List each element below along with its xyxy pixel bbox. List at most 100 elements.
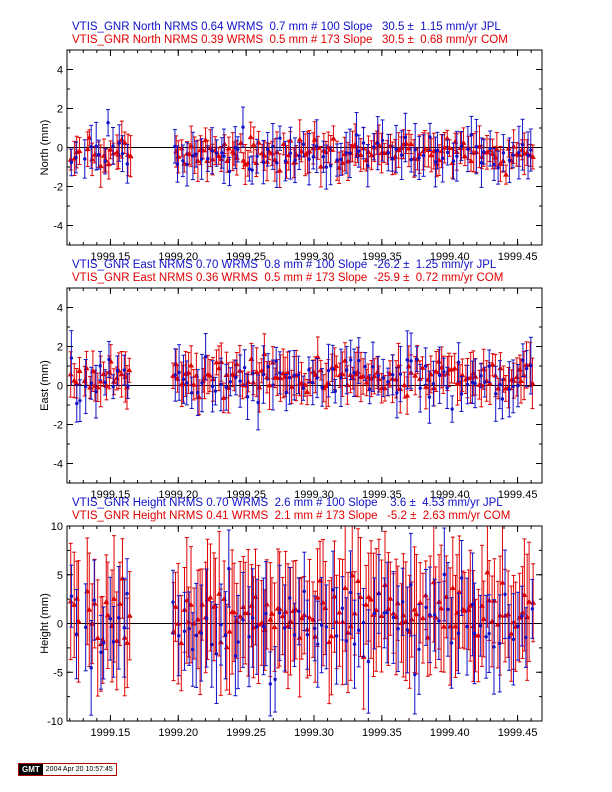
data-point-com xyxy=(221,134,228,155)
data-point-jpl xyxy=(120,135,125,173)
marker-circle xyxy=(435,148,440,153)
marker-circle xyxy=(255,625,259,629)
chart-panel: VTIS_GNR North NRMS 0.64 WRMS 0.7 mm # 1… xyxy=(39,21,543,263)
data-point-jpl xyxy=(516,125,521,180)
data-point-com xyxy=(225,136,232,161)
data-point-jpl xyxy=(365,144,370,188)
data-point-jpl xyxy=(277,125,282,151)
marker-triangle xyxy=(76,368,83,374)
y-tick-label: -4 xyxy=(53,221,63,233)
marker-circle xyxy=(386,380,390,384)
marker-circle xyxy=(103,159,107,163)
marker-triangle xyxy=(354,369,361,375)
marker-circle xyxy=(450,407,454,411)
marker-triangle xyxy=(75,618,82,624)
marker-circle xyxy=(396,627,400,631)
marker-circle xyxy=(334,634,339,638)
marker-triangle xyxy=(233,617,240,623)
marker-circle xyxy=(331,367,335,371)
marker-triangle xyxy=(245,609,252,615)
marker-circle xyxy=(177,370,181,375)
data-point-jpl xyxy=(265,131,270,167)
data-point-jpl xyxy=(125,558,130,629)
marker-circle xyxy=(75,401,79,406)
data-point-com xyxy=(233,582,240,659)
data-point-jpl xyxy=(310,360,315,406)
data-point-com xyxy=(103,554,110,650)
marker-circle xyxy=(284,390,288,395)
marker-triangle xyxy=(513,373,520,379)
data-point-jpl xyxy=(277,564,282,661)
marker-circle xyxy=(94,144,98,148)
marker-circle xyxy=(282,626,287,630)
marker-circle xyxy=(261,624,266,629)
marker-triangle xyxy=(250,624,257,630)
data-point-com xyxy=(355,528,362,634)
data-point-jpl xyxy=(324,144,329,190)
marker-triangle xyxy=(355,578,362,584)
marker-triangle xyxy=(444,135,451,141)
data-point-jpl xyxy=(96,139,101,170)
data-point-com xyxy=(461,146,468,167)
data-point-jpl xyxy=(98,614,103,690)
marker-circle xyxy=(431,381,436,386)
y-tick-label: -2 xyxy=(53,182,63,194)
marker-circle xyxy=(356,628,361,632)
marker-circle xyxy=(377,592,381,596)
data-point-jpl xyxy=(520,585,525,647)
data-point-jpl xyxy=(226,529,231,608)
marker-circle xyxy=(210,148,214,153)
marker-triangle xyxy=(524,149,531,155)
data-point-com xyxy=(185,586,192,658)
data-point-com xyxy=(401,371,408,399)
marker-triangle xyxy=(226,628,233,634)
marker-triangle xyxy=(440,623,447,629)
y-tick-label: 0 xyxy=(57,619,63,631)
marker-circle xyxy=(479,374,483,378)
marker-circle xyxy=(376,373,380,378)
marker-circle xyxy=(301,142,306,147)
data-point-com xyxy=(493,131,500,167)
data-point-com xyxy=(526,541,533,662)
data-point-jpl xyxy=(492,147,497,181)
x-tick-label: 1999.40 xyxy=(430,251,470,263)
marker-triangle xyxy=(452,623,459,629)
marker-circle xyxy=(278,136,282,140)
marker-triangle xyxy=(499,579,506,585)
marker-triangle xyxy=(127,153,134,159)
data-point-com xyxy=(328,577,335,696)
data-point-jpl xyxy=(409,332,414,390)
data-point-jpl xyxy=(437,346,442,404)
marker-circle xyxy=(84,384,88,389)
data-point-com xyxy=(486,362,493,405)
marker-circle xyxy=(507,158,512,162)
marker-circle xyxy=(381,376,385,380)
x-tick-label: 1999.15 xyxy=(91,727,131,739)
data-point-jpl xyxy=(520,118,525,171)
marker-triangle xyxy=(368,596,375,602)
marker-circle xyxy=(492,645,496,649)
data-point-com xyxy=(375,365,382,393)
data-point-com xyxy=(276,153,283,189)
marker-circle xyxy=(413,672,417,677)
marker-circle xyxy=(516,383,520,388)
data-point-com xyxy=(440,355,447,394)
data-point-jpl xyxy=(441,357,446,387)
marker-circle xyxy=(261,160,266,164)
marker-triangle xyxy=(368,152,375,158)
marker-triangle xyxy=(209,156,216,162)
marker-circle xyxy=(324,165,329,169)
x-tick-label: 1999.45 xyxy=(498,727,538,739)
marker-circle xyxy=(274,359,278,363)
data-point-jpl xyxy=(500,378,505,420)
data-point-jpl xyxy=(348,550,353,635)
header-jpl: VTIS_GNR North NRMS 0.64 WRMS 0.7 mm # 1… xyxy=(72,21,501,33)
data-point-jpl xyxy=(302,551,307,632)
y-tick-label: 0 xyxy=(57,143,63,155)
data-point-jpl xyxy=(240,571,245,668)
data-point-jpl xyxy=(348,339,353,381)
marker-circle xyxy=(357,149,361,153)
marker-circle xyxy=(366,163,370,168)
data-point-jpl xyxy=(366,609,371,714)
marker-circle xyxy=(496,165,500,170)
